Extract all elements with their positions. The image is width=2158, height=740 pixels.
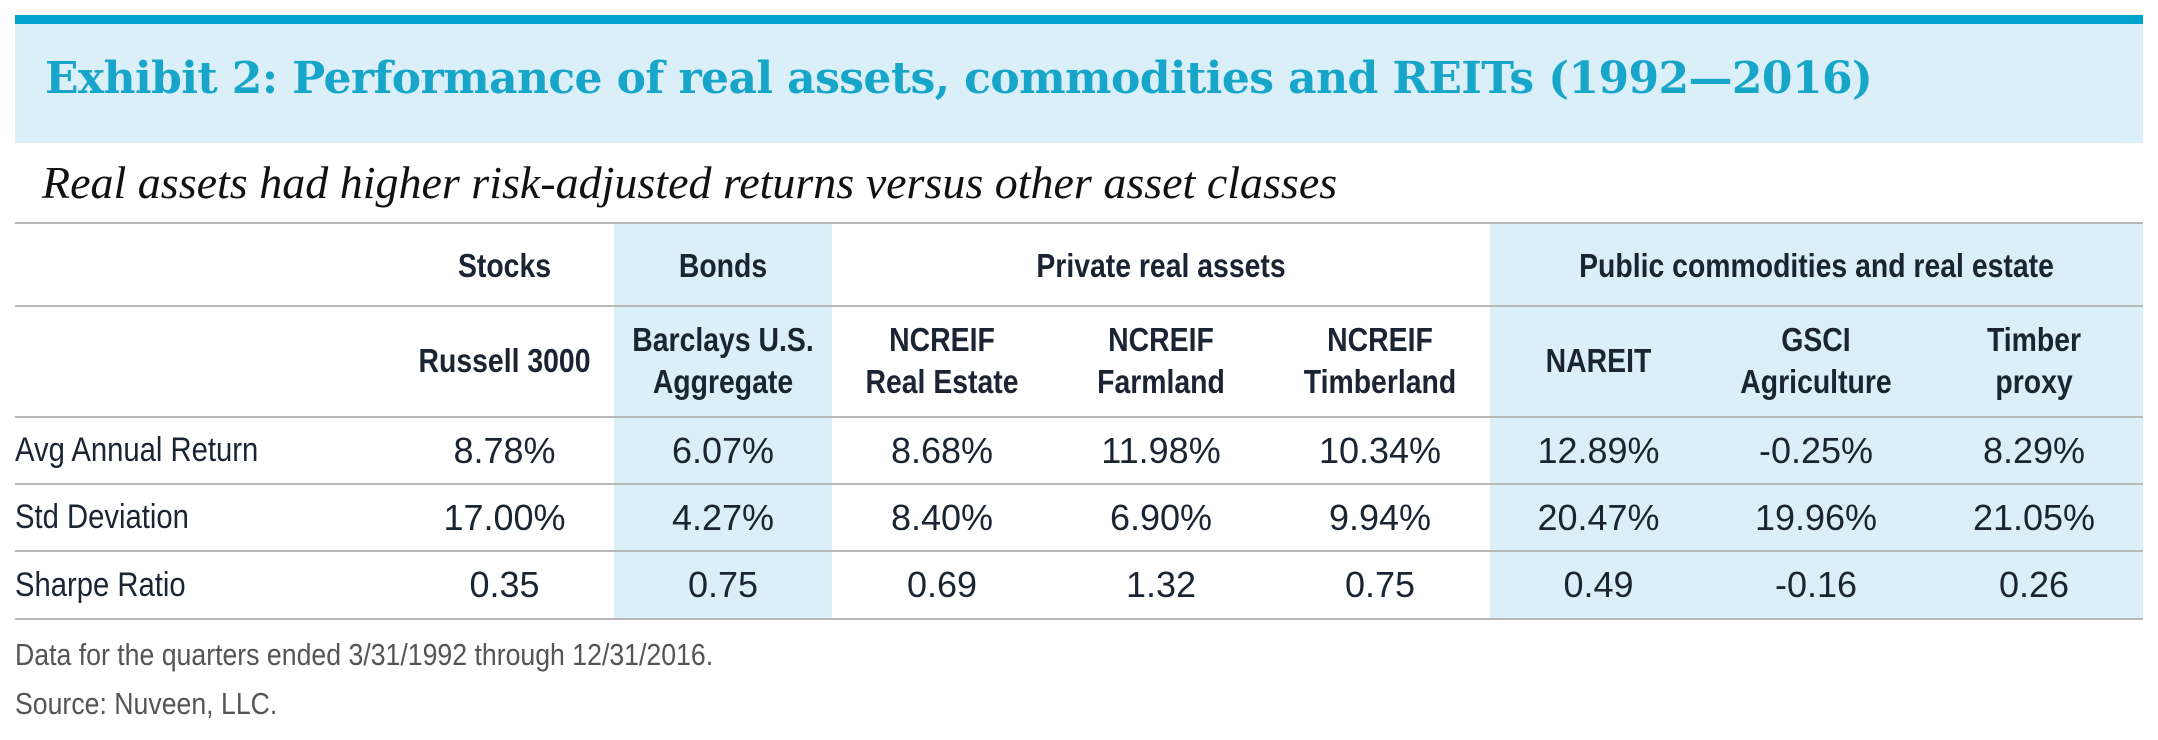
- cell-value: 10.34%: [1318, 429, 1442, 471]
- cell-value: 8.78%: [453, 429, 556, 471]
- data-period-note: Data for the quarters ended 3/31/1992 th…: [15, 637, 714, 672]
- cell-value: 21.05%: [1972, 496, 2096, 538]
- column-header-ncreif-farmland: NCREIF Farmland: [1097, 321, 1225, 400]
- cell-value: 6.90%: [1109, 496, 1213, 538]
- top-rule: [15, 15, 2143, 24]
- cell-value: 11.98%: [1101, 429, 1221, 471]
- cell-value: 8.68%: [890, 429, 994, 471]
- row-label-avg-annual-return: Avg Annual Return: [15, 431, 259, 469]
- cell-value: 0.75: [1344, 564, 1416, 605]
- exhibit-title: Exhibit 2: Performance of real assets, c…: [45, 53, 1873, 104]
- cell-value: 1.32: [1125, 564, 1197, 605]
- rule-under-row-3: [15, 618, 2143, 620]
- rule-under-row-2: [15, 550, 2143, 552]
- rule-under-headers: [15, 416, 2143, 418]
- column-header-timber-proxy: Timber proxy: [1986, 321, 2082, 400]
- column-header-gsci-agriculture: GSCI Agriculture: [1740, 321, 1892, 400]
- rule-under-groups: [15, 305, 2143, 307]
- cell-value: 0.49: [1563, 564, 1634, 605]
- source-note: Source: Nuveen, LLC.: [15, 686, 278, 721]
- cell-value: 0.35: [469, 564, 540, 605]
- cell-value: 4.27%: [671, 496, 775, 538]
- cell-value: 9.94%: [1328, 496, 1432, 538]
- column-header-russell-3000: Russell 3000: [418, 342, 591, 379]
- rule-under-row-1: [15, 483, 2143, 485]
- cell-value: 19.96%: [1754, 496, 1878, 538]
- column-header-nareit: NAREIT: [1545, 342, 1652, 379]
- cell-value: 0.69: [906, 564, 978, 605]
- column-header-ncreif-real-estate: NCREIF Real Estate: [865, 321, 1019, 400]
- exhibit-subtitle: Real assets had higher risk-adjusted ret…: [42, 157, 1338, 208]
- cell-value: 0.75: [687, 564, 759, 605]
- cell-value: -0.25%: [1758, 429, 1874, 471]
- cell-value: 17.00%: [443, 496, 566, 538]
- cell-value: 8.40%: [890, 496, 994, 538]
- group-header-private-real-assets: Private real assets: [1036, 247, 1286, 284]
- row-label-sharpe-ratio: Sharpe Ratio: [15, 565, 186, 604]
- column-header-ncreif-timberland: NCREIF Timberland: [1303, 321, 1457, 400]
- row-label-std-deviation: Std Deviation: [15, 498, 189, 536]
- column-header-barclays: Barclays U.S. Aggregate: [632, 321, 814, 400]
- cell-value: -0.16: [1774, 564, 1858, 605]
- group-header-public-commodities: Public commodities and real estate: [1579, 247, 2054, 284]
- group-header-bonds: Bonds: [678, 247, 768, 284]
- cell-value: 8.29%: [1982, 429, 2086, 471]
- cell-value: 12.89%: [1537, 429, 1660, 471]
- group-header-stocks: Stocks: [457, 247, 552, 284]
- public-group-shade: [1490, 224, 2143, 619]
- cell-value: 20.47%: [1537, 496, 1660, 538]
- cell-value: 0.26: [1998, 564, 2070, 605]
- bonds-column-shade: [614, 224, 832, 619]
- cell-value: 6.07%: [671, 429, 775, 471]
- title-band: [15, 24, 2143, 143]
- rule-under-subtitle: [15, 222, 2143, 224]
